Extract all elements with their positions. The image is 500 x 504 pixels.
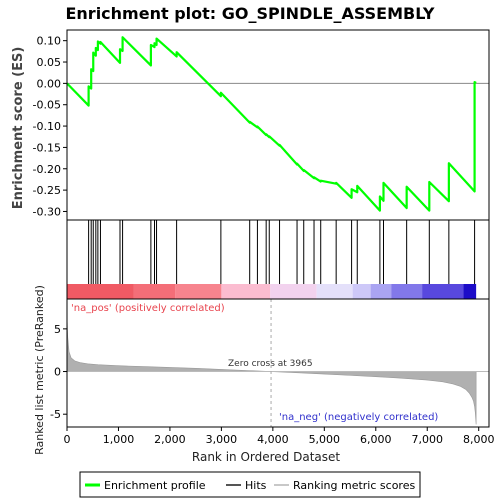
ranking-metric-area <box>66 316 477 425</box>
es-y-tick-label: 0.10 <box>37 35 62 48</box>
metric-y-tick-label: 0 <box>54 366 61 379</box>
heatmap-segment <box>175 284 222 299</box>
x-tick-label: 8,000 <box>463 433 495 446</box>
heatmap-segment <box>67 284 134 299</box>
metric-y-tick-label: -5 <box>50 408 61 421</box>
es-y-tick-label: 0.00 <box>37 77 62 90</box>
x-axis-label: Rank in Ordered Dataset <box>192 450 340 464</box>
es-panel-frame <box>66 29 490 221</box>
x-tick-label: 2,000 <box>154 433 186 446</box>
legend-label: Enrichment profile <box>104 479 206 492</box>
heatmap-segment <box>391 284 423 299</box>
heatmap-segment <box>352 284 371 299</box>
metric-panel-frame <box>66 298 490 428</box>
x-tick-label: 4,000 <box>257 433 289 446</box>
heatmap-segment <box>133 284 176 299</box>
positive-correlation-label: 'na_pos' (positively correlated) <box>71 303 225 314</box>
enrichment-profile-line <box>66 36 477 212</box>
heatmap-segment <box>221 284 271 299</box>
heatmap-segment <box>270 284 317 299</box>
es-y-tick-label: 0.05 <box>37 56 62 69</box>
legend-label: Hits <box>245 479 267 492</box>
heatmap-segment <box>370 284 392 299</box>
metric-y-tick-label: 5 <box>54 323 61 336</box>
heatmap-segment <box>316 284 353 299</box>
es-y-tick-label: -0.15 <box>33 141 61 154</box>
legend-label: Ranking metric scores <box>293 479 415 492</box>
chart-title: Enrichment plot: GO_SPINDLE_ASSEMBLY <box>65 4 434 23</box>
x-tick-label: 7,000 <box>411 433 443 446</box>
metric-axis-label: Ranked list metric (PreRanked) <box>33 285 46 455</box>
heatmap-segment <box>463 284 477 299</box>
zero-cross-label: Zero cross at 3965 <box>228 359 313 369</box>
heatmap-segment <box>422 284 464 299</box>
es-y-tick-label: -0.05 <box>33 99 61 112</box>
es-y-tick-label: -0.25 <box>33 184 61 197</box>
es-y-tick-label: -0.10 <box>33 120 61 133</box>
x-tick-label: 3,000 <box>206 433 238 446</box>
x-tick-label: 6,000 <box>360 433 392 446</box>
es-axis-label: Enrichment score (ES) <box>11 47 26 210</box>
es-y-tick-label: -0.30 <box>33 205 61 218</box>
es-y-tick-label: -0.20 <box>33 163 61 176</box>
negative-correlation-label: 'na_neg' (negatively correlated) <box>279 412 438 423</box>
x-tick-label: 5,000 <box>309 433 341 446</box>
legend-box <box>79 471 421 498</box>
x-tick-label: 0 <box>64 433 71 446</box>
x-tick-label: 1,000 <box>103 433 135 446</box>
legend: Enrichment profile Hits Ranking metric sco… <box>79 471 421 498</box>
